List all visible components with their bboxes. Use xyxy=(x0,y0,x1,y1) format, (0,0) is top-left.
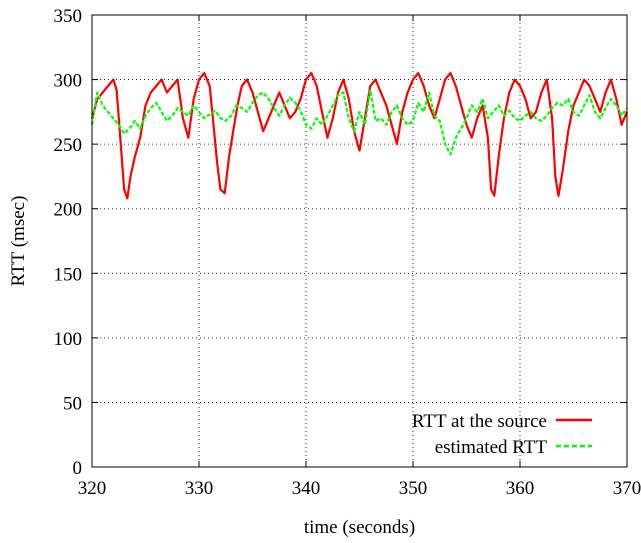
y-tick-label: 0 xyxy=(73,458,83,479)
grid xyxy=(92,15,627,467)
x-axis-label: time (seconds) xyxy=(304,517,415,538)
x-tick-label: 360 xyxy=(506,478,535,499)
legend-label-rtt-source: RTT at the source xyxy=(412,411,547,432)
y-tick-label: 200 xyxy=(54,200,83,221)
y-axis-label: RTT (msec) xyxy=(8,196,29,287)
series-line-rtt-source xyxy=(90,71,629,200)
plot-area xyxy=(90,71,629,200)
x-tick-label: 330 xyxy=(185,478,214,499)
plot-frame xyxy=(91,14,628,468)
x-tick-label: 320 xyxy=(78,478,107,499)
x-tick-label: 350 xyxy=(399,478,428,499)
legend-label-estimated-rtt: estimated RTT xyxy=(435,437,548,458)
y-tick-label: 300 xyxy=(54,71,83,92)
series-line-estimated-rtt xyxy=(90,88,628,156)
x-tick-label: 370 xyxy=(613,478,641,499)
x-tick-label: 340 xyxy=(292,478,321,499)
legend: RTT at the source estimated RTT xyxy=(412,411,592,458)
y-tick-label: 150 xyxy=(54,264,83,285)
y-tick-label: 350 xyxy=(54,6,83,27)
tick-labels: 320 330 340 350 360 370 0 50 100 150 200 250 300 350 xyxy=(54,6,641,499)
y-tick-label: 250 xyxy=(54,135,83,156)
y-tick-label: 100 xyxy=(54,329,83,350)
y-tick-label: 50 xyxy=(63,393,82,414)
